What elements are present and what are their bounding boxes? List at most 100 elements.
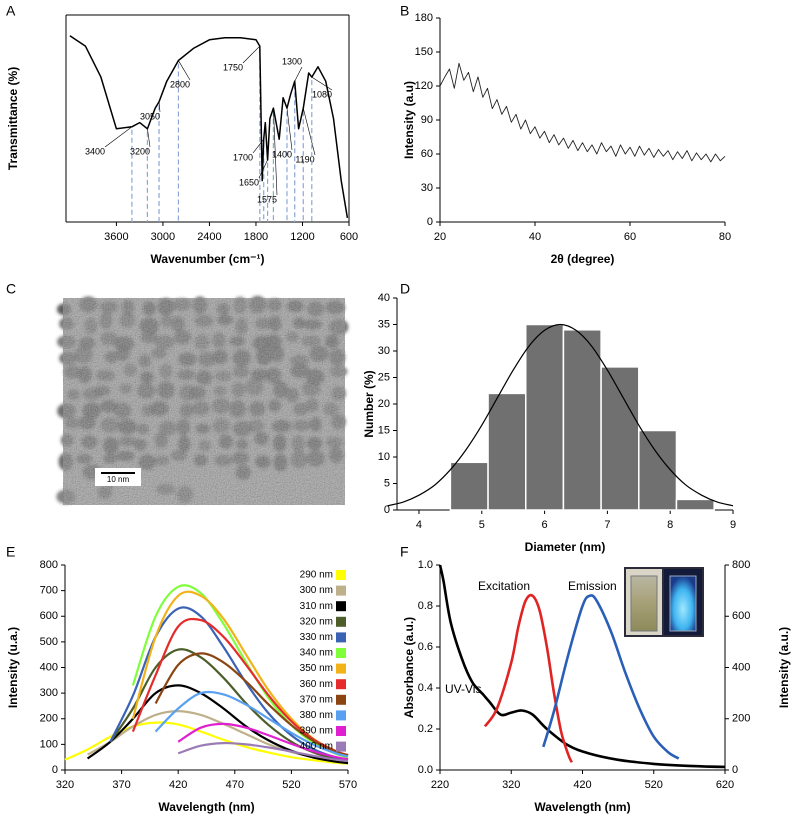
peak-label: 1650 [239,177,259,187]
series-label: Emission [568,579,617,593]
series-label: UV-Vis [445,682,481,696]
x-tick-label: 6 [542,519,548,531]
panel-label: C [6,281,16,297]
legend-label: 300 nm [300,585,333,596]
x-tick-label: 600 [340,231,358,243]
histogram-bar [449,461,489,511]
data-line [154,652,349,757]
y-tick-label: 600 [40,610,58,622]
peak-leader [294,66,303,82]
peak-label: 3050 [140,111,160,121]
x-tick-label: 3000 [151,231,175,243]
legend-swatch [336,741,346,752]
x-axis-title: Wavelength (nm) [534,800,630,814]
tem-image: 10 nm [56,296,349,505]
y-tick-label: 30 [378,345,390,357]
panel-label: E [6,544,15,560]
scale-bar-label: 10 nm [107,475,130,484]
y-axis-title: Transmittance (%) [6,67,20,170]
peak-leader [286,108,293,151]
peak-leader [273,108,278,196]
legend-label: 370 nm [300,694,333,705]
x-tick-label: 7 [604,519,610,531]
data-line [177,741,349,763]
y-tick-label: 0.2 [418,723,433,735]
histogram-bar [562,329,602,511]
y-tick-label: 300 [40,687,58,699]
y-tick-label: 0.4 [418,682,433,694]
x-tick-label: 320 [502,779,520,791]
y-axis-title: Absorbance (a.u.) [402,617,416,718]
x-tick-label: 2400 [197,231,221,243]
x-tick-label: 60 [624,231,636,243]
y2-tick-label: 200 [732,713,750,725]
y-tick-label: 60 [421,148,433,160]
y-tick-label: 1.0 [418,559,433,571]
peak-label: 1300 [282,56,302,66]
x-tick-label: 420 [573,779,591,791]
histogram-bar [600,366,640,511]
y2-tick-label: 400 [732,661,750,673]
legend-swatch [336,679,346,690]
y-tick-label: 30 [421,182,433,194]
x-tick-label: 3600 [104,231,128,243]
x-tick-label: 520 [282,779,300,791]
y-tick-label: 15 [378,424,390,436]
cuvette-left [630,575,658,632]
x-tick-label: 40 [529,231,541,243]
peak-label: 1750 [223,62,243,72]
y-tick-label: 35 [378,318,390,330]
histogram-bar [487,392,527,511]
y-tick-label: 120 [415,80,433,92]
cuvette-right [669,575,697,632]
panel-label: B [400,3,409,19]
x-tick-label: 470 [226,779,244,791]
legend-label: 330 nm [300,632,333,643]
y-tick-label: 0.8 [418,600,433,612]
data-line [109,648,349,763]
y-axis-title: Intensity (u.a.) [6,627,20,708]
data-line [483,593,573,763]
series-label: Excitation [478,579,530,593]
y2-tick-label: 0 [732,764,738,776]
y-tick-label: 200 [40,713,58,725]
x-tick-label: 520 [645,779,663,791]
x-tick-label: 5 [479,519,485,531]
y-tick-label: 90 [421,114,433,126]
peak-leader [302,108,316,156]
panel-label: A [6,3,16,19]
y2-axis-title: Intensity (a.u.) [777,627,791,708]
y-tick-label: 20 [378,398,390,410]
x-axis-title: Diameter (nm) [525,540,606,554]
x-tick-label: 9 [730,519,736,531]
legend-swatch [336,648,346,658]
peak-leader [178,60,191,81]
y-tick-label: 150 [415,46,433,58]
peak-label: 3400 [85,146,105,156]
peak-leader [147,128,151,148]
x-tick-label: 370 [112,779,130,791]
peak-leader [158,101,161,113]
x-tick-label: 1200 [290,231,314,243]
legend-label: 350 nm [300,663,333,674]
x-tick-label: 4 [416,519,422,531]
y-tick-label: 0 [427,216,433,228]
x-tick-label: 20 [434,231,446,243]
peak-label: 1190 [295,154,314,164]
x-tick-label: 570 [339,779,357,791]
x-tick-label: 320 [56,779,74,791]
x-tick-label: 8 [667,519,673,531]
x-tick-label: 620 [716,779,734,791]
y-tick-label: 400 [40,661,58,673]
panel-label: F [400,544,409,560]
y2-tick-label: 600 [732,610,750,622]
legend-swatch [336,663,346,674]
y-axis-title: Intensity (a.u) [402,81,416,159]
y-tick-label: 40 [378,292,390,304]
panel-label: D [400,281,410,297]
y-tick-label: 10 [378,451,390,463]
peak-label: 3200 [130,146,150,156]
peak-leader [311,76,333,91]
